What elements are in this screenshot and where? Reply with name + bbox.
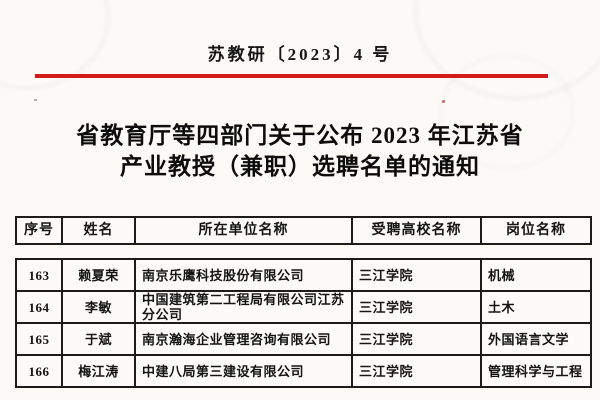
cell-unit: 南京瀚海企业管理咨询有限公司 <box>136 324 353 354</box>
col-header-name: 姓名 <box>63 218 136 243</box>
cell-position: 土木 <box>488 299 516 315</box>
table-body: 163 赖夏荣 南京乐鹰科技股份有限公司 三江学院 机械 164 李敏 中国建筑… <box>15 258 592 388</box>
cell-unit: 中国建筑第二工程局有限公司江苏分公司 <box>136 292 353 322</box>
doc-number: 苏教研〔2023〕4 号 <box>207 45 393 64</box>
cell-name: 赖夏荣 <box>63 260 136 290</box>
cell-position: 管理科学与工程 <box>488 363 583 379</box>
doc-title: 省教育厅等四部门关于公布 2023 年江苏省 产业教授（兼职）选聘名单的通知 <box>0 120 600 182</box>
table-row: 164 李敏 中国建筑第二工程局有限公司江苏分公司 三江学院 土木 <box>17 292 590 324</box>
doc-title-line1: 省教育厅等四部门关于公布 2023 年江苏省 <box>76 123 524 148</box>
cell-unit: 中建八局第三建设有限公司 <box>136 356 353 386</box>
cell-no: 164 <box>17 292 63 322</box>
table-row: 163 赖夏荣 南京乐鹰科技股份有限公司 三江学院 机械 <box>17 260 590 292</box>
red-rule <box>35 74 548 78</box>
doc-title-line2: 产业教授（兼职）选聘名单的通知 <box>120 154 480 179</box>
cell-no: 165 <box>17 324 63 354</box>
cell-university: 三江学院 <box>353 356 482 386</box>
cell-name: 梅江涛 <box>63 356 136 386</box>
red-speck-artifact <box>442 100 445 103</box>
cell-no: 163 <box>17 260 63 290</box>
table-row: 165 于斌 南京瀚海企业管理咨询有限公司 三江学院 外国语言文学 <box>17 324 590 356</box>
col-header-unit: 所在单位名称 <box>136 218 353 243</box>
col-header-position: 岗位名称 <box>506 223 566 238</box>
table-row: 166 梅江涛 中建八局第三建设有限公司 三江学院 管理科学与工程 <box>17 356 590 386</box>
cell-unit: 南京乐鹰科技股份有限公司 <box>136 260 353 290</box>
cell-university: 三江学院 <box>353 324 482 354</box>
gray-speck-artifact <box>34 99 37 101</box>
cell-no: 166 <box>17 356 63 386</box>
table-header-row: 序号 姓名 所在单位名称 受聘高校名称 岗位名称 <box>17 218 590 243</box>
cell-name: 李敏 <box>63 292 136 322</box>
watermark-blob <box>440 55 574 169</box>
cell-university: 三江学院 <box>353 292 482 322</box>
col-header-university: 受聘高校名称 <box>353 218 482 243</box>
cell-position: 机械 <box>488 267 516 283</box>
cell-name: 于斌 <box>63 324 136 354</box>
cell-position: 外国语言文学 <box>488 331 570 347</box>
col-header-no: 序号 <box>17 218 63 243</box>
table-header: 序号 姓名 所在单位名称 受聘高校名称 岗位名称 <box>15 216 592 245</box>
cell-university: 三江学院 <box>353 260 482 290</box>
